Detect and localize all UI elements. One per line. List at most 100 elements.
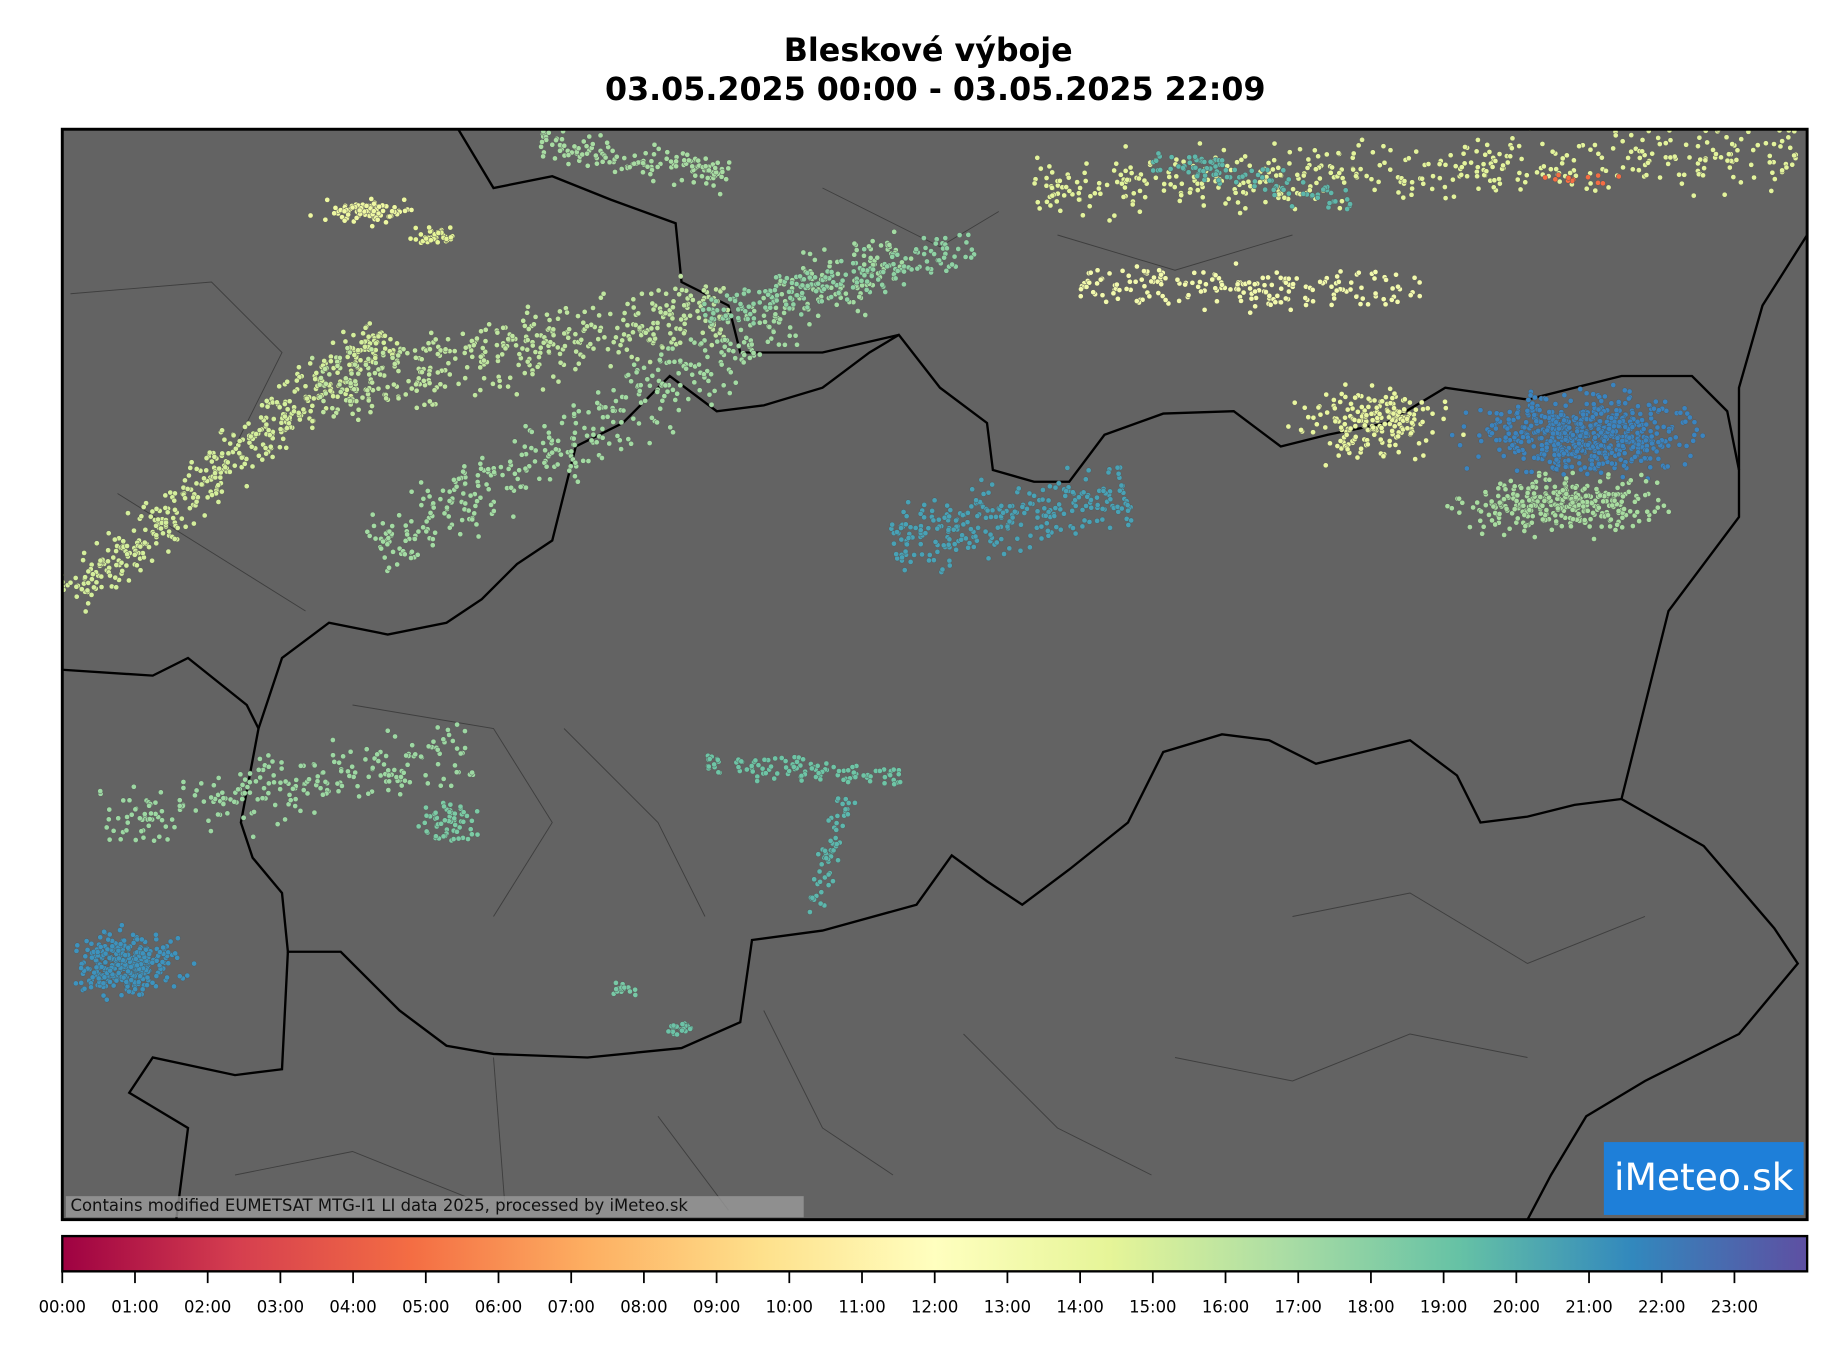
strike	[706, 306, 712, 312]
strike	[219, 427, 225, 434]
strike	[347, 748, 354, 755]
strike	[358, 339, 365, 346]
strike	[524, 346, 531, 353]
strike	[1558, 411, 1564, 418]
strike	[287, 797, 294, 803]
strike	[1286, 160, 1293, 167]
strike	[1773, 118, 1778, 123]
strike	[413, 405, 420, 411]
strike	[1118, 505, 1125, 512]
strike	[251, 809, 257, 815]
strike	[710, 182, 717, 189]
strike	[734, 292, 740, 298]
strike	[423, 804, 429, 811]
strike	[679, 287, 685, 293]
strike	[1642, 492, 1649, 498]
strike	[1567, 170, 1573, 176]
strike	[1344, 196, 1351, 203]
strike	[1598, 523, 1605, 530]
strike	[1511, 483, 1518, 490]
strike	[1327, 440, 1333, 447]
strike	[700, 306, 706, 313]
strike	[1351, 417, 1358, 423]
strike	[203, 467, 210, 474]
strike	[1647, 455, 1654, 462]
strike	[462, 745, 468, 751]
strike	[1606, 444, 1612, 451]
strike	[1409, 179, 1415, 186]
strike	[1514, 176, 1521, 183]
strike	[1772, 176, 1778, 182]
strike	[1598, 469, 1604, 476]
strike	[1681, 405, 1688, 412]
strike	[804, 283, 811, 289]
map-background	[62, 129, 1808, 1220]
strike	[394, 561, 400, 568]
strike	[249, 463, 256, 470]
strike	[297, 763, 304, 769]
strike	[379, 520, 386, 527]
strike	[1280, 186, 1287, 193]
strike	[549, 141, 556, 148]
strike	[971, 544, 977, 550]
strike	[585, 458, 592, 464]
strike	[369, 511, 376, 518]
strike	[921, 502, 928, 508]
strike	[222, 464, 229, 471]
strike	[804, 270, 811, 276]
strike	[494, 329, 501, 336]
strike	[1645, 160, 1651, 166]
strike	[1625, 395, 1632, 402]
strike	[383, 753, 389, 759]
strike	[602, 404, 609, 411]
strike	[851, 240, 858, 247]
strike	[895, 771, 902, 778]
strike	[1416, 440, 1422, 447]
strike	[555, 438, 561, 444]
strike	[1548, 526, 1555, 533]
strike	[1686, 154, 1693, 161]
strike	[772, 287, 778, 293]
strike	[286, 398, 293, 405]
strike	[1574, 448, 1580, 455]
strike	[382, 332, 388, 339]
strike	[1207, 158, 1214, 165]
strike	[726, 159, 733, 166]
strike	[1568, 523, 1574, 530]
strike	[442, 346, 449, 353]
strike	[1377, 436, 1384, 443]
strike	[1294, 172, 1301, 178]
strike	[220, 801, 227, 807]
strike	[670, 429, 676, 436]
strike	[807, 909, 813, 915]
strike	[1605, 471, 1612, 478]
strike	[231, 798, 238, 805]
strike	[1327, 170, 1334, 176]
strike	[385, 767, 392, 774]
strike	[1341, 179, 1348, 186]
strike	[426, 371, 432, 378]
strike	[673, 158, 679, 165]
strike	[1389, 395, 1396, 401]
strike	[641, 364, 647, 371]
strike	[326, 371, 333, 378]
strike	[1380, 296, 1387, 302]
strike	[1364, 441, 1371, 448]
strike	[911, 552, 917, 558]
strike	[1006, 518, 1013, 525]
strike	[423, 518, 430, 525]
strike	[227, 469, 233, 475]
strike	[540, 440, 546, 446]
strike	[182, 477, 188, 484]
strike	[642, 329, 649, 336]
strike	[1070, 489, 1076, 496]
strike	[1625, 489, 1632, 495]
strike	[459, 517, 465, 523]
strike	[1021, 510, 1028, 516]
strike	[834, 813, 841, 819]
strike	[133, 956, 139, 962]
strike	[1133, 298, 1140, 304]
strike	[91, 584, 97, 591]
strike	[198, 780, 205, 787]
strike	[850, 260, 856, 267]
